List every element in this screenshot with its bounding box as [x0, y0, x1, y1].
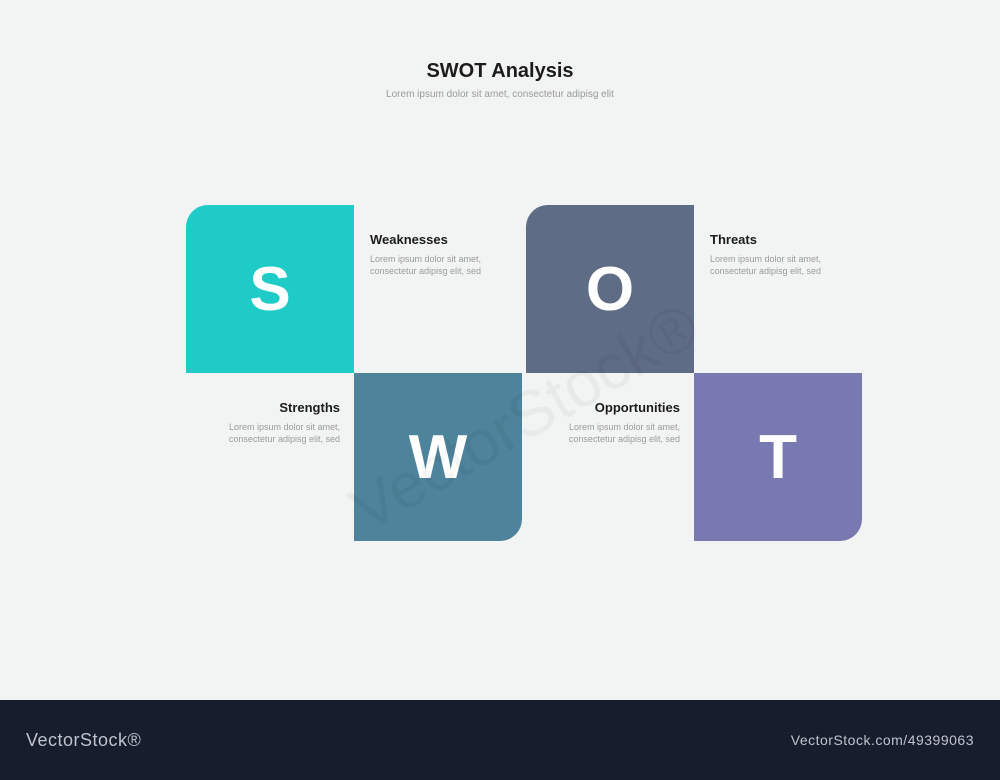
- tile-t-letter: T: [759, 422, 797, 493]
- text-opportunities-body: Lorem ipsum dolor sit amet, consectetur …: [520, 421, 680, 445]
- text-strengths-body: Lorem ipsum dolor sit amet, consectetur …: [180, 421, 340, 445]
- page-subtitle: Lorem ipsum dolor sit amet, consectetur …: [386, 89, 614, 100]
- text-opportunities-title: Opportunities: [520, 400, 680, 415]
- text-strengths: Strengths Lorem ipsum dolor sit amet, co…: [180, 400, 340, 445]
- text-weaknesses: Weaknesses Lorem ipsum dolor sit amet, c…: [370, 232, 530, 277]
- tile-t: T: [694, 373, 862, 541]
- swot-canvas: SWOT Analysis Lorem ipsum dolor sit amet…: [0, 0, 1000, 780]
- tile-s-letter: S: [249, 254, 290, 325]
- footer-id: VectorStock.com/49399063: [791, 732, 974, 748]
- page-title: SWOT Analysis: [386, 60, 614, 83]
- footer-brand: VectorStock®: [26, 730, 141, 751]
- header: SWOT Analysis Lorem ipsum dolor sit amet…: [386, 60, 614, 100]
- text-strengths-title: Strengths: [180, 400, 340, 415]
- text-threats-title: Threats: [710, 232, 870, 247]
- footer-bar: VectorStock® VectorStock.com/49399063: [0, 700, 1000, 780]
- tile-o-letter: O: [586, 254, 634, 325]
- tile-o: O: [526, 205, 694, 373]
- tile-w: W: [354, 373, 522, 541]
- text-threats-body: Lorem ipsum dolor sit amet, consectetur …: [710, 253, 870, 277]
- text-weaknesses-title: Weaknesses: [370, 232, 530, 247]
- text-opportunities: Opportunities Lorem ipsum dolor sit amet…: [520, 400, 680, 445]
- tile-s: S: [186, 205, 354, 373]
- text-threats: Threats Lorem ipsum dolor sit amet, cons…: [710, 232, 870, 277]
- text-weaknesses-body: Lorem ipsum dolor sit amet, consectetur …: [370, 253, 530, 277]
- tile-w-letter: W: [409, 422, 468, 493]
